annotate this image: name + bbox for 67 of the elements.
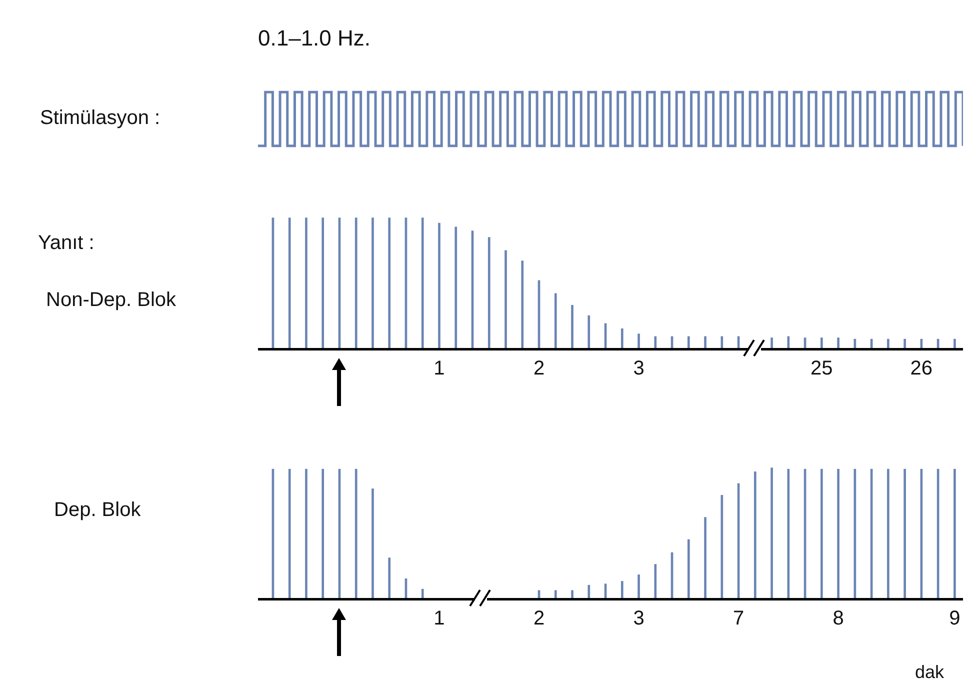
bar	[770, 338, 773, 348]
bar	[904, 338, 906, 348]
bar	[421, 588, 424, 598]
x-tick-label: 2	[533, 358, 545, 380]
bar	[754, 472, 756, 598]
x-tick-label: 25	[810, 358, 833, 380]
bar	[887, 468, 890, 598]
bar	[720, 336, 724, 348]
chart-title: 0.1–1.0 Hz.	[258, 26, 371, 51]
bar	[438, 222, 440, 348]
bar	[322, 468, 324, 598]
bar	[354, 468, 358, 598]
bar	[654, 564, 657, 598]
bar	[488, 237, 490, 348]
bar	[388, 218, 391, 348]
bar	[638, 574, 640, 598]
bar	[372, 488, 374, 598]
bar	[521, 260, 524, 348]
x-tick-label: 26	[910, 358, 933, 380]
bar	[305, 468, 308, 598]
bar	[571, 304, 574, 348]
bar	[305, 218, 308, 348]
x-tick-label: 1	[434, 608, 445, 630]
bar	[372, 218, 374, 348]
x-axis-title: dak	[915, 662, 946, 682]
bar	[322, 218, 324, 348]
bar	[904, 468, 906, 598]
bar	[554, 293, 557, 348]
x-tick-label: 3	[633, 608, 644, 630]
bar	[504, 250, 507, 348]
bar	[687, 336, 690, 348]
bar	[837, 338, 840, 348]
bar	[620, 581, 624, 598]
bar	[620, 328, 624, 348]
bar	[588, 315, 590, 348]
x-tick-label: 2	[533, 608, 545, 630]
bar	[704, 336, 706, 348]
bar	[887, 338, 890, 348]
bar	[288, 468, 291, 598]
bar	[820, 338, 823, 348]
bar	[388, 558, 391, 598]
bar	[554, 590, 557, 598]
bar	[837, 468, 840, 598]
bar	[687, 539, 690, 598]
bar	[954, 338, 956, 348]
bar	[654, 336, 657, 348]
x-tick-label: 1	[434, 358, 445, 380]
bar	[770, 468, 773, 598]
bar	[354, 218, 358, 348]
x-tick-label: 9	[949, 608, 960, 630]
text: Non-Dep. Blok	[46, 289, 178, 311]
x-tick-label: 8	[832, 608, 844, 630]
x-tick-label: 3	[633, 358, 644, 380]
bar	[454, 226, 458, 348]
y-axis-title: Stimülasyon :	[40, 107, 160, 129]
bar	[571, 590, 574, 598]
bar	[954, 468, 956, 598]
bar	[638, 334, 640, 348]
bar	[720, 494, 724, 598]
x-tick-label: 7	[732, 608, 744, 630]
bar	[421, 218, 424, 348]
y-axis-title: Dep. Blok	[54, 499, 142, 521]
bar	[288, 218, 291, 348]
text: Yanıt :	[38, 232, 94, 254]
bar	[704, 517, 706, 598]
bar	[820, 468, 823, 598]
bar	[588, 584, 590, 598]
